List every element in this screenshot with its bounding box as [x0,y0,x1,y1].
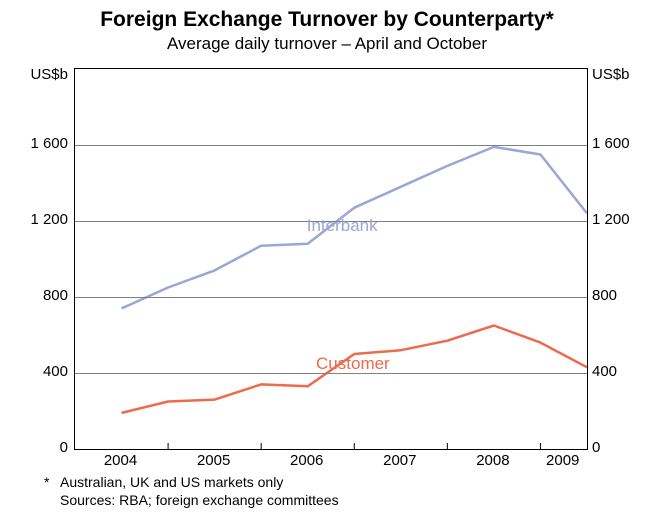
footnote: *Australian, UK and US markets only [44,474,283,490]
y-axis-unit-right: US$b [592,66,630,83]
x-tick: 2005 [189,452,239,469]
chart-subtitle: Average daily turnover – April and Octob… [0,32,654,54]
y-tick-right: 1 600 [592,135,630,152]
series-label-customer: Customer [316,354,390,374]
x-tick: 2004 [96,452,146,469]
plot-svg [75,69,587,449]
y-tick-left: 800 [43,287,68,304]
y-tick-right: 1 200 [592,211,630,228]
x-tick: 2009 [538,452,588,469]
plot-area [74,68,588,450]
chart-title: Foreign Exchange Turnover by Counterpart… [0,0,654,32]
series-label-interbank: Interbank [307,216,378,236]
y-tick-right: 400 [592,363,617,380]
x-tick: 2007 [375,452,425,469]
footnote: Sources: RBA; foreign exchange committee… [44,492,339,508]
y-tick-left: 1 200 [30,211,68,228]
x-tick: 2006 [282,452,332,469]
footnote-text: Sources: RBA; foreign exchange committee… [60,492,339,508]
y-tick-left: 0 [60,439,68,456]
gridline [75,145,587,146]
y-tick-left: 1 600 [30,135,68,152]
footnote-text: Australian, UK and US markets only [60,474,283,490]
footnote-marker: * [44,474,60,490]
y-tick-right: 800 [592,287,617,304]
x-tick: 2008 [468,452,518,469]
chart-container: Foreign Exchange Turnover by Counterpart… [0,0,654,526]
y-axis-unit-left: US$b [30,66,68,83]
y-tick-left: 400 [43,363,68,380]
y-tick-right: 0 [592,439,600,456]
gridline [75,297,587,298]
footnote-marker [44,492,60,508]
